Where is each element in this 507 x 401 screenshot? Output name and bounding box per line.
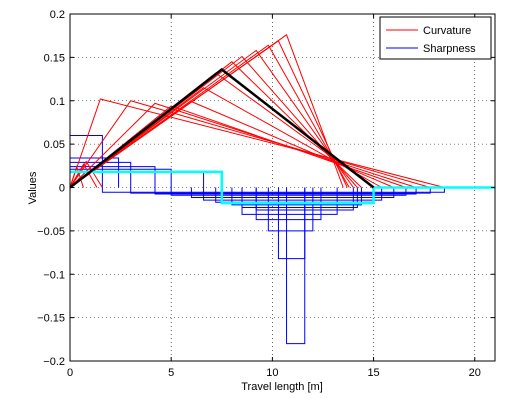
tick-labels: 0 5 10 15 20 −0.2 −0.15 −0.1 −0.05 0 0.05 0.1 0.15 0.… <box>37 9 481 379</box>
curvature-line-2 <box>69 160 103 188</box>
y-tick-label-2: −0.1 <box>43 269 65 281</box>
legend-box <box>379 16 492 60</box>
legend: Curvature Sharpness <box>379 16 492 60</box>
x-tick-label-0: 0 <box>67 367 73 379</box>
sharpness-line-20 <box>286 187 306 345</box>
legend-sharpness-label: Sharpness <box>423 43 476 55</box>
sharpness-line-6 <box>101 187 445 193</box>
y-tick-label-0: −0.2 <box>43 356 65 368</box>
y-tick-label-6: 0.1 <box>50 96 65 108</box>
x-tick-label-3: 15 <box>367 367 379 379</box>
x-tick-label-1: 5 <box>168 367 174 379</box>
highlight-sharpness-line <box>70 170 495 205</box>
legend-curvature-label: Curvature <box>423 25 471 37</box>
sharpness-line-11 <box>203 187 383 201</box>
sharpness-line-9 <box>170 187 407 196</box>
y-tick-label-5: 0.05 <box>44 139 65 151</box>
y-tick-label-1: −0.15 <box>37 313 65 325</box>
x-axis-label: Travel length [m] <box>241 381 323 393</box>
y-tick-label-4: 0 <box>59 183 65 195</box>
highlight-series <box>69 67 495 205</box>
y-tick-label-8: 0.2 <box>50 9 65 21</box>
sharpness-line-16 <box>241 187 338 215</box>
y-tick-label-3: −0.05 <box>37 226 65 238</box>
curvature-line-15 <box>69 34 344 188</box>
highlight-curvature-line <box>69 67 375 189</box>
y-tick-label-7: 0.15 <box>44 52 65 64</box>
sharpness-line-13 <box>231 187 362 206</box>
x-tick-label-4: 20 <box>469 367 481 379</box>
sharpness-line-18 <box>267 187 314 232</box>
curvature-line-13 <box>69 44 350 188</box>
curvature-line-12 <box>69 49 354 188</box>
sharpness-line-8 <box>154 187 417 195</box>
curvature-line-5 <box>69 102 417 188</box>
x-tick-label-2: 10 <box>266 367 278 379</box>
y-axis-label: Values <box>27 171 39 204</box>
ticks <box>69 13 495 362</box>
sharpness-line-10 <box>190 187 395 198</box>
sharpness-line-7 <box>130 187 431 194</box>
